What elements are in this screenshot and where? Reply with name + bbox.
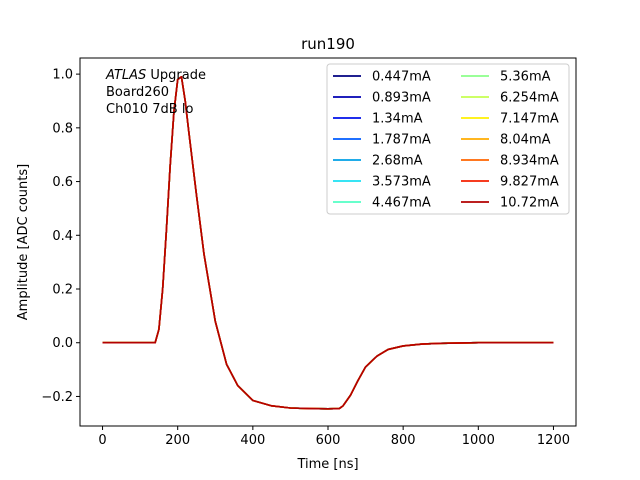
legend-label: 6.254mA — [500, 91, 559, 106]
legend-box — [326, 63, 570, 215]
legend-label: 8.04mA — [500, 133, 551, 148]
plot-lines — [102, 76, 554, 410]
legend-label: 5.36mA — [500, 70, 551, 85]
annotation-line-1: ATLAS Upgrade — [105, 68, 206, 83]
legend-label: 0.893mA — [372, 91, 431, 106]
legend-label: 0.447mA — [372, 70, 431, 85]
legend-label: 9.827mA — [500, 175, 559, 190]
legend-label: 1.34mA — [372, 112, 423, 127]
x-axis: 0 200 400 600 800 1000 1200 — [98, 426, 570, 448]
legend: 0.447mA 0.893mA 1.34mA 1.787mA 2.68mA 3.573mA… — [326, 63, 570, 215]
annotation: ATLAS Upgrade Board260 Ch010 7dB lo — [105, 68, 206, 117]
chart-title: run190 — [301, 35, 355, 53]
x-tick-label: 1000 — [462, 433, 495, 448]
x-axis-title: Time [ns] — [296, 457, 358, 472]
x-tick-label: 0 — [98, 433, 106, 448]
y-tick-label: 0.2 — [52, 283, 73, 298]
x-tick-label: 400 — [240, 433, 265, 448]
x-tick-label: 1200 — [537, 433, 570, 448]
legend-label: 10.72mA — [500, 196, 559, 211]
x-tick-label: 200 — [165, 433, 190, 448]
y-tick-label: −0.2 — [41, 390, 73, 405]
y-tick-label: 0.8 — [52, 121, 73, 136]
annotation-line-3: Ch010 7dB lo — [106, 102, 193, 117]
y-axis-title: Amplitude [ADC counts] — [16, 164, 31, 320]
x-tick-label: 600 — [316, 433, 341, 448]
annotation-line-2: Board260 — [106, 85, 169, 100]
y-axis: −0.2 0.0 0.2 0.4 0.6 0.8 1.0 — [41, 68, 80, 405]
legend-label: 8.934mA — [500, 154, 559, 169]
legend-label: 3.573mA — [372, 175, 431, 190]
legend-label: 2.68mA — [372, 154, 423, 169]
legend-label: 7.147mA — [500, 112, 559, 127]
x-tick-label: 800 — [391, 433, 416, 448]
y-tick-label: 1.0 — [52, 68, 73, 83]
legend-label: 1.787mA — [372, 133, 431, 148]
series-line-14 — [102, 76, 554, 410]
legend-label: 4.467mA — [372, 196, 431, 211]
y-tick-label: 0.0 — [52, 336, 73, 351]
y-tick-label: 0.6 — [52, 175, 73, 190]
y-tick-label: 0.4 — [52, 229, 73, 244]
